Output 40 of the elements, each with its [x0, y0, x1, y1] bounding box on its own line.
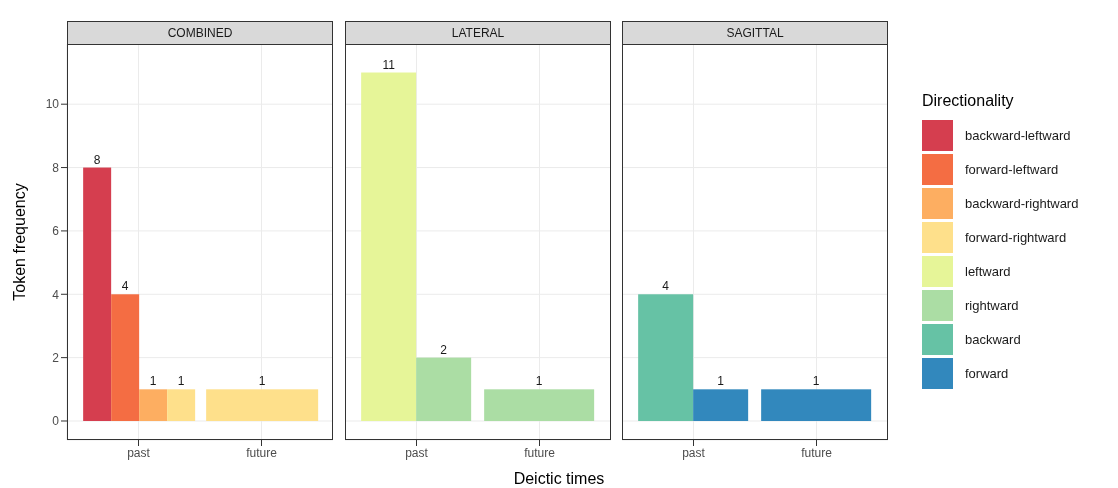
- bar: [83, 167, 112, 421]
- y-tick-label: 8: [52, 160, 60, 175]
- x-tick-label: future: [801, 445, 833, 460]
- y-tick-label: 4: [52, 287, 60, 302]
- chart-title: LATERAL: [345, 21, 611, 45]
- y-tick-label: 2: [52, 350, 60, 365]
- data-label: 2: [440, 342, 448, 357]
- data-label: 1: [258, 374, 266, 389]
- data-label: 8: [93, 152, 101, 167]
- legend-label: rightward: [965, 297, 1019, 313]
- data-label: 1: [177, 374, 185, 389]
- legend-label: leftward: [965, 263, 1011, 279]
- data-label: 1: [717, 374, 725, 389]
- legend-label: backward-rightward: [965, 195, 1079, 211]
- data-label: 11: [382, 57, 396, 72]
- chart-title: SAGITTAL: [622, 21, 888, 45]
- legend-label: forward-rightward: [965, 229, 1067, 245]
- bar: [139, 389, 168, 421]
- data-label: 1: [149, 374, 157, 389]
- y-tick-label: 0: [52, 414, 60, 429]
- chart-title: COMBINED: [67, 21, 333, 45]
- data-label: 1: [535, 374, 543, 389]
- legend-title: Directionality: [922, 92, 1015, 110]
- data-label: 4: [662, 279, 670, 294]
- data-label: 1: [812, 374, 820, 389]
- legend-label: backward-leftward: [965, 127, 1071, 143]
- x-tick-label: future: [524, 445, 556, 460]
- legend-label: forward-leftward: [965, 161, 1059, 177]
- legend-label: backward: [965, 331, 1021, 347]
- data-label: 4: [121, 279, 129, 294]
- y-axis-title: Token frequency: [11, 183, 29, 301]
- bar: [111, 294, 140, 421]
- x-axis-title: Deictic times: [512, 470, 606, 488]
- x-tick-label: past: [682, 445, 706, 460]
- x-tick-label: past: [127, 445, 151, 460]
- legend-label: forward: [965, 365, 1009, 381]
- y-tick-label: 10: [45, 97, 60, 112]
- y-tick-label: 6: [52, 224, 60, 239]
- x-tick-label: future: [246, 445, 278, 460]
- x-tick-label: past: [405, 445, 429, 460]
